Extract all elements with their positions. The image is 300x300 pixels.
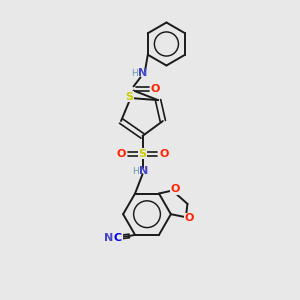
Text: N: N xyxy=(103,233,113,243)
Text: O: O xyxy=(150,84,160,94)
Text: O: O xyxy=(116,149,126,159)
Text: N: N xyxy=(138,68,147,78)
Text: S: S xyxy=(125,92,133,101)
Text: N: N xyxy=(140,166,149,176)
Text: H: H xyxy=(132,167,139,176)
Text: S: S xyxy=(139,149,146,159)
Text: O: O xyxy=(159,149,169,159)
Text: O: O xyxy=(184,213,194,224)
Text: O: O xyxy=(171,184,180,194)
Text: C: C xyxy=(114,233,122,243)
Text: H: H xyxy=(131,69,138,78)
Text: H: H xyxy=(131,69,138,78)
